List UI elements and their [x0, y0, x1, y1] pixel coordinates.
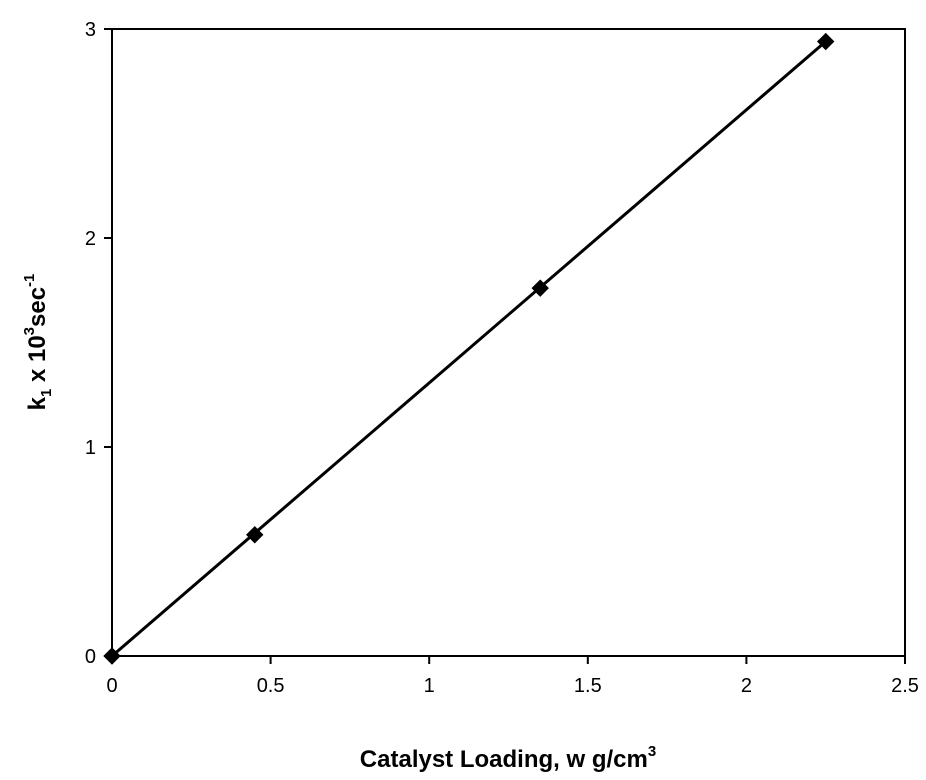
- plot-area: [111, 28, 906, 657]
- x-tick-label: 1: [424, 675, 435, 697]
- x-tick-label: 0.5: [257, 675, 285, 697]
- x-tick-label: 1.5: [574, 675, 602, 697]
- trendline-group: [111, 40, 827, 658]
- data-points: [103, 32, 835, 665]
- data-point: [816, 32, 835, 51]
- data-point: [103, 647, 121, 665]
- y-tick-label: 2: [85, 228, 96, 250]
- y-axis-title: k1 x 103sec-1: [21, 274, 55, 411]
- x-axis-title: Catalyst Loading, w g/cm3: [360, 743, 656, 773]
- x-tick-label: 2: [741, 675, 752, 697]
- x-axis-ticks: 0 0.5 1 1.5 2 2.5: [106, 656, 919, 697]
- y-axis-ticks: 0 1 2 3: [85, 19, 112, 668]
- trendline: [111, 40, 827, 658]
- x-tick-label: 2.5: [891, 675, 919, 697]
- data-point: [531, 279, 549, 297]
- x-tick-label: 0: [106, 675, 117, 697]
- y-tick-label: 1: [85, 437, 96, 459]
- y-tick-label: 3: [85, 19, 96, 41]
- y-tick-label: 0: [85, 646, 96, 668]
- data-point: [246, 526, 264, 544]
